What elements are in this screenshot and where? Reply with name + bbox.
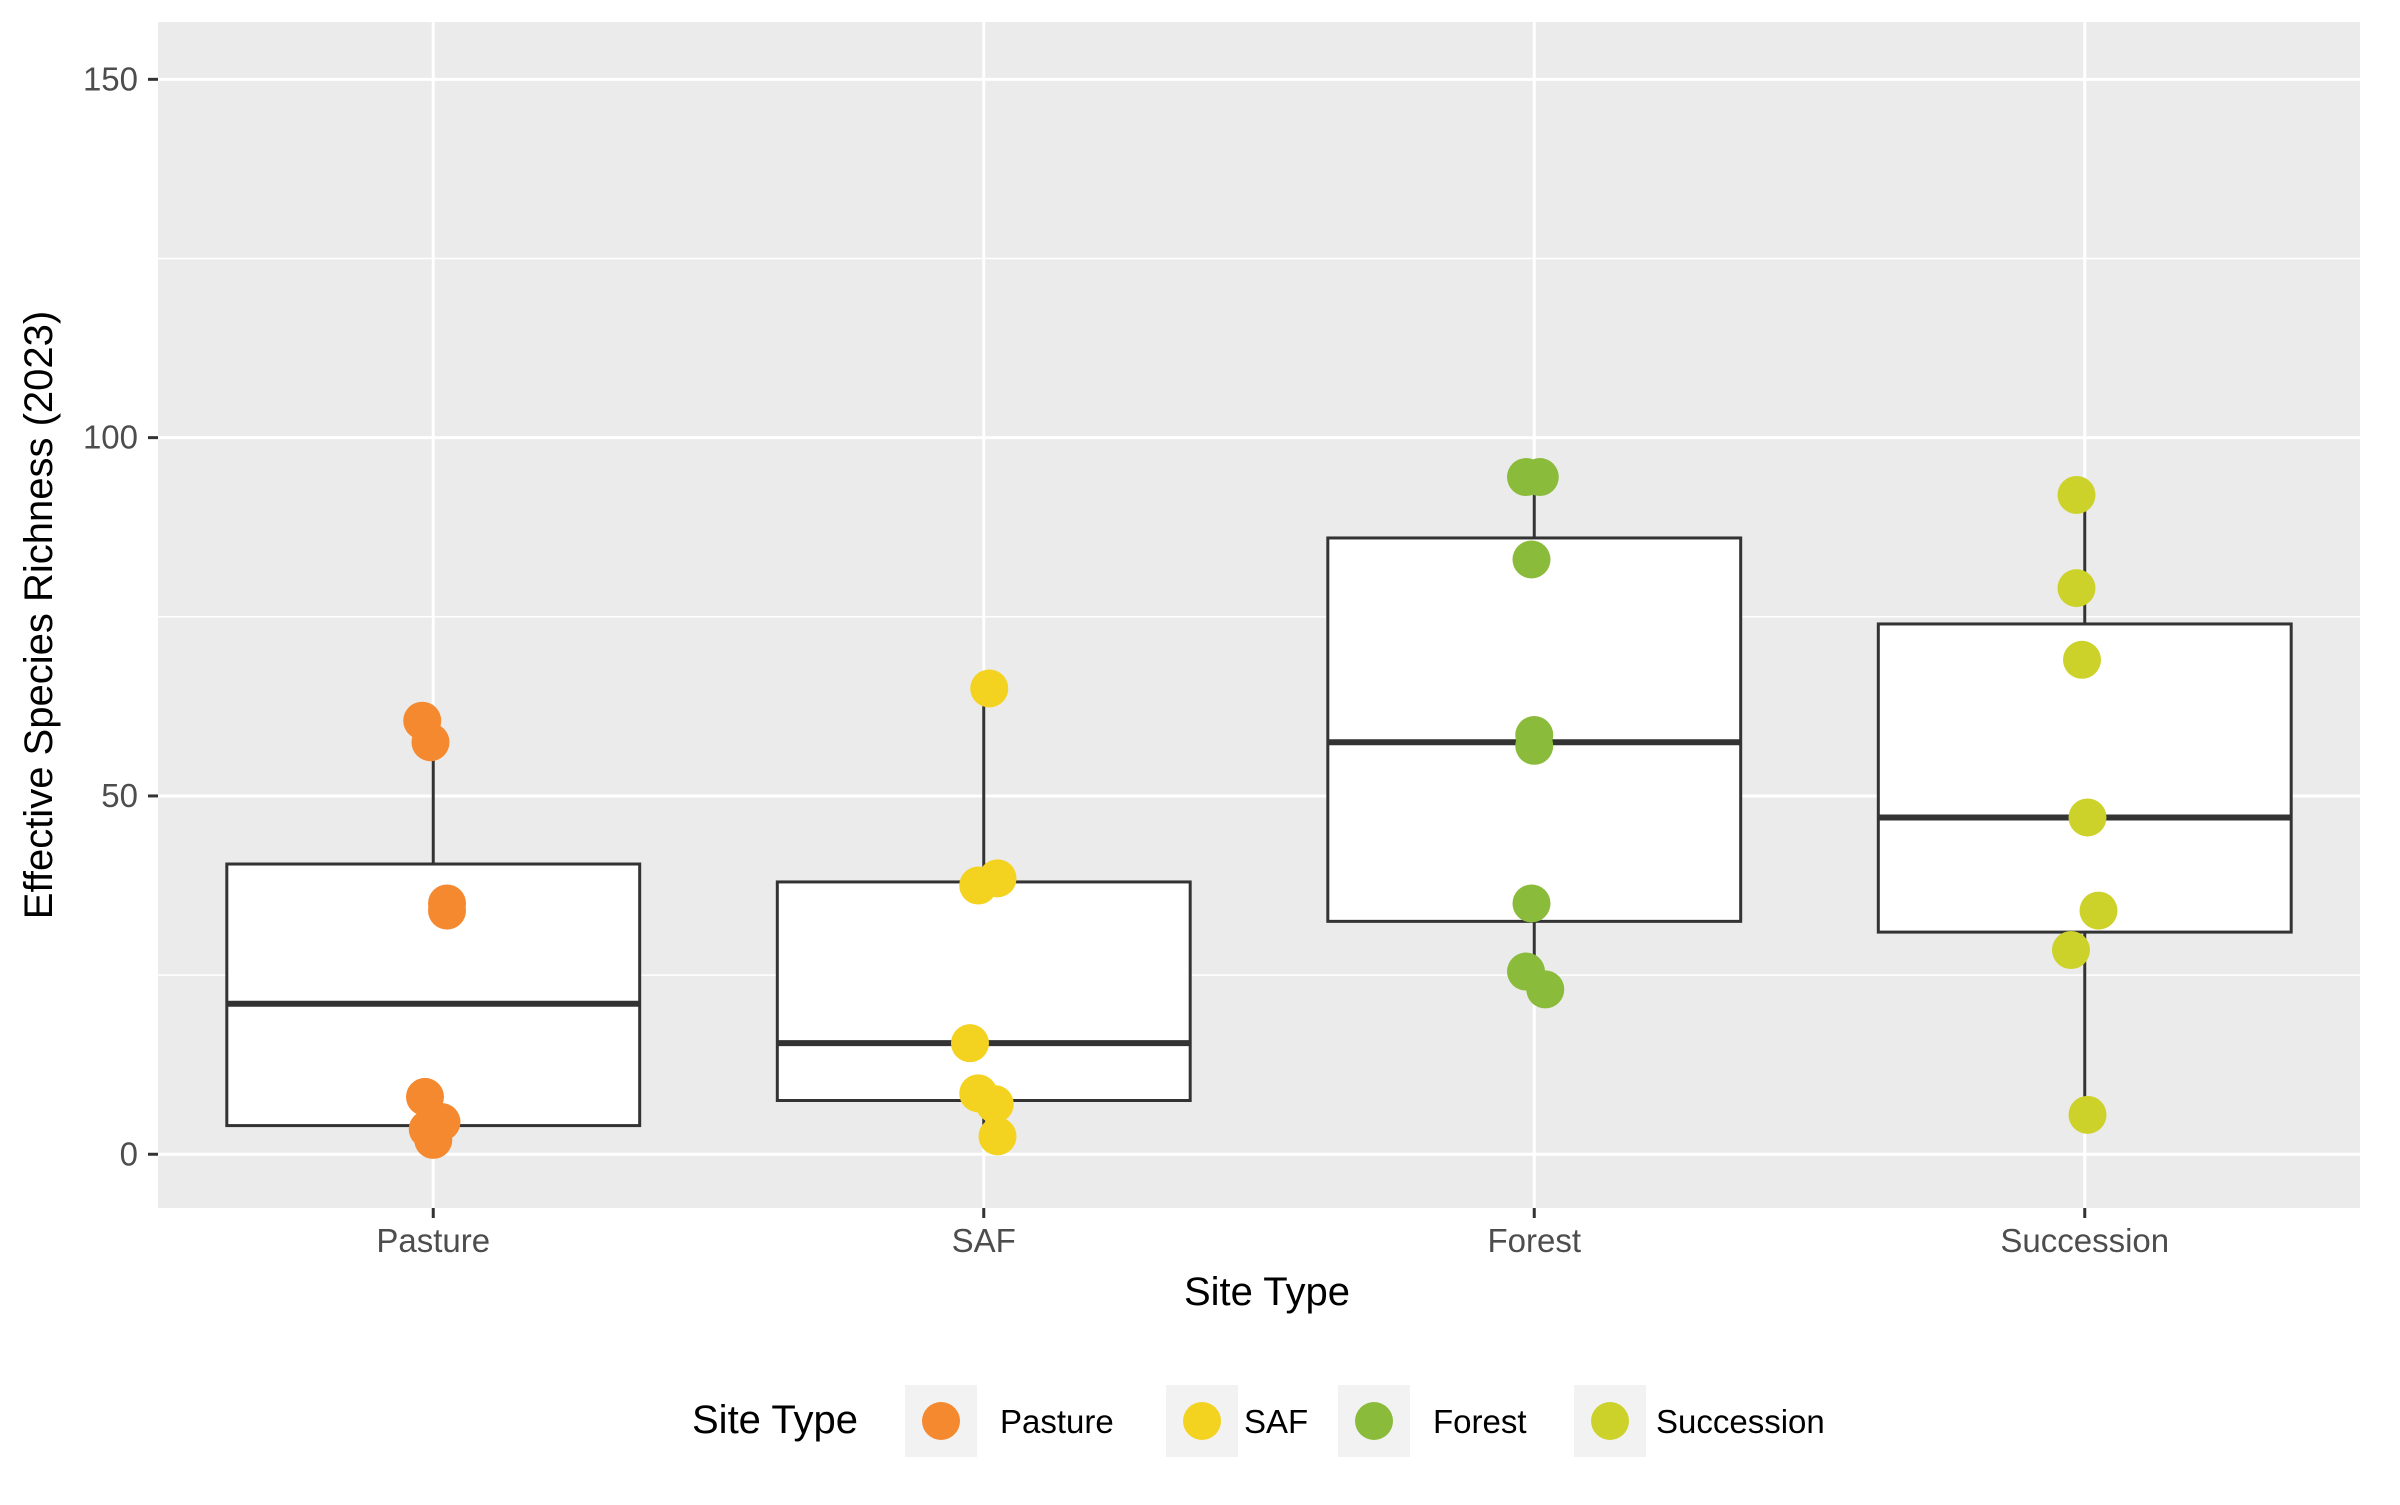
data-point-succession (2079, 891, 2118, 930)
data-point-saf (975, 1085, 1014, 1124)
y-tick-label: 150 (83, 60, 138, 97)
data-point-forest (1512, 540, 1551, 579)
data-point-saf (970, 669, 1009, 708)
data-point-pasture (428, 891, 467, 930)
legend-label: Forest (1433, 1403, 1527, 1440)
y-tick-label: 50 (101, 777, 138, 814)
x-tick-label: SAF (952, 1222, 1016, 1259)
y-tick-label: 0 (120, 1135, 138, 1172)
data-points (403, 458, 2118, 1159)
data-point-saf (978, 1117, 1017, 1156)
x-tick-label: Pasture (376, 1222, 490, 1259)
legend-key-swatch (922, 1402, 960, 1440)
x-axis: Pasture SAF Forest Succession (376, 1208, 2169, 1259)
legend-key-swatch (1183, 1402, 1221, 1440)
data-point-forest (1526, 970, 1565, 1009)
y-axis-title: Effective Species Richness (2023) (17, 311, 61, 919)
data-point-succession (2057, 569, 2096, 608)
legend-key-swatch (1355, 1402, 1393, 1440)
data-point-succession (2051, 931, 2090, 970)
box-iqr (775, 880, 1192, 1103)
legend-entry-saf: SAF (1166, 1385, 1308, 1457)
data-point-forest (1520, 458, 1559, 497)
data-point-succession (2068, 1095, 2107, 1134)
x-tick-label: Forest (1487, 1222, 1581, 1259)
x-tick-label: Succession (2000, 1222, 2169, 1259)
data-point-saf (959, 866, 998, 905)
data-point-pasture (414, 1120, 453, 1159)
legend-entry-forest: Forest (1338, 1385, 1527, 1457)
data-point-succession (2062, 640, 2101, 679)
data-point-succession (2068, 798, 2107, 837)
legend-entry-succession: Succession (1574, 1385, 1825, 1457)
legend: Site Type Pasture SAF Forest Succession (692, 1385, 1825, 1457)
x-axis-title: Site Type (1184, 1270, 1350, 1314)
y-tick-label: 100 (83, 419, 138, 456)
y-axis: 0 50 100 150 (83, 60, 158, 1172)
legend-label: Pasture (1000, 1403, 1114, 1440)
data-point-saf (950, 1024, 989, 1063)
data-point-pasture (411, 723, 450, 762)
data-point-succession (2057, 475, 2096, 514)
boxes (225, 477, 2293, 1140)
legend-title: Site Type (692, 1398, 858, 1442)
legend-label: Succession (1656, 1403, 1825, 1440)
legend-entry-pasture: Pasture (905, 1385, 1114, 1457)
legend-label: SAF (1244, 1403, 1308, 1440)
data-point-forest (1512, 884, 1551, 923)
legend-key-swatch (1591, 1402, 1629, 1440)
data-point-forest (1515, 726, 1554, 765)
